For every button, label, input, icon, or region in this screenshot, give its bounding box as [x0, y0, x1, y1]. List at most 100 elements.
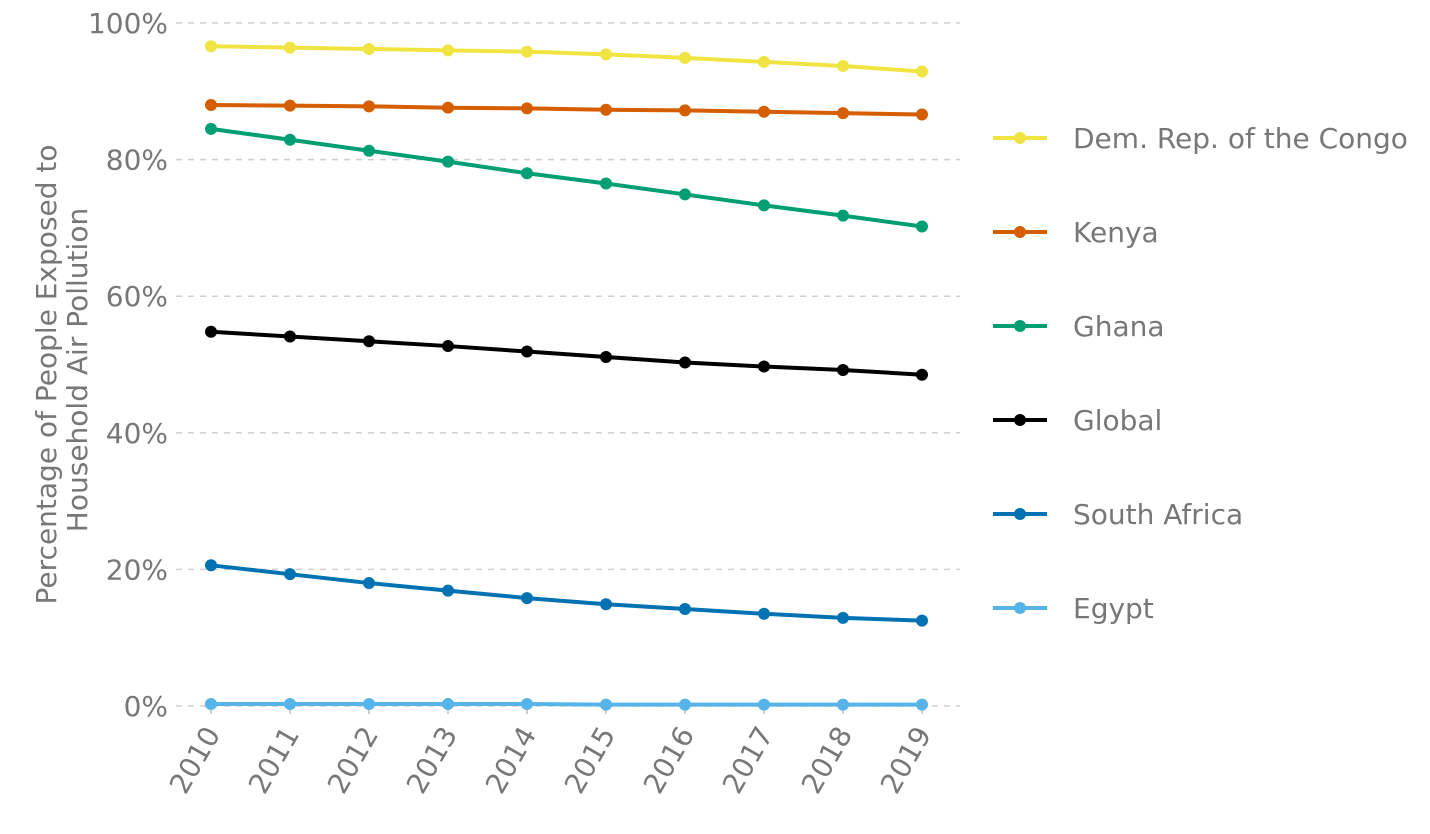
- y-axis-title-line-2: Household Air Pollution: [61, 208, 94, 532]
- data-point: [758, 199, 770, 212]
- series-line: [209, 701, 924, 707]
- y-tick-label: 20%: [106, 553, 168, 586]
- data-point: [758, 55, 770, 68]
- data-point: [916, 65, 928, 78]
- legend-item: Kenya: [993, 216, 1159, 249]
- x-tick-label: 2010: [163, 721, 227, 799]
- y-tick-label: 60%: [106, 280, 168, 313]
- data-point: [205, 325, 217, 338]
- data-point: [600, 48, 612, 61]
- data-point: [679, 603, 691, 616]
- legend-label: Egypt: [1073, 592, 1154, 625]
- legend-label: South Africa: [1073, 498, 1243, 531]
- series-line: [209, 563, 924, 623]
- legend-label: Global: [1073, 404, 1162, 437]
- data-point: [600, 177, 612, 190]
- data-point: [363, 100, 375, 113]
- y-tick-label: 0%: [124, 690, 168, 723]
- series-group: [205, 559, 928, 627]
- data-point: [205, 122, 217, 135]
- y-tick-label: 40%: [106, 417, 168, 450]
- series-line: [209, 102, 924, 117]
- x-tick-label: 2015: [558, 721, 622, 799]
- data-point: [442, 340, 454, 353]
- data-point: [600, 103, 612, 116]
- data-point: [758, 360, 770, 373]
- x-tick-label: 2013: [400, 721, 464, 799]
- x-axis-tick-labels: 2010 2011 2012 2013 2014 2015 2016 2017 2018 2019: [163, 706, 938, 799]
- data-point: [284, 133, 296, 146]
- x-tick-label: 2014: [479, 721, 543, 799]
- legend-swatch-marker: [1014, 320, 1026, 332]
- x-tick-label: 2012: [321, 721, 385, 799]
- legend-swatch-marker: [1014, 508, 1026, 520]
- data-point: [916, 614, 928, 627]
- data-point: [284, 99, 296, 112]
- x-tick-label: 2016: [637, 721, 701, 799]
- data-point: [521, 167, 533, 180]
- data-point: [916, 108, 928, 121]
- data-point: [758, 607, 770, 620]
- series-group: [205, 325, 928, 381]
- legend-label: Kenya: [1073, 216, 1159, 249]
- data-point: [205, 98, 217, 111]
- data-point: [442, 44, 454, 57]
- data-point: [916, 368, 928, 381]
- data-point: [363, 42, 375, 55]
- data-point: [521, 45, 533, 58]
- data-point: [837, 611, 849, 624]
- data-point: [363, 144, 375, 157]
- series-line: [209, 126, 924, 229]
- data-point: [916, 698, 928, 711]
- data-point: [363, 335, 375, 348]
- data-point: [837, 107, 849, 120]
- y-tick-label: 80%: [106, 144, 168, 177]
- series-group: [205, 40, 928, 78]
- y-axis-title: Percentage of People Exposed to Househol…: [30, 136, 94, 605]
- series-line: [209, 44, 924, 74]
- data-point: [837, 363, 849, 376]
- data-point: [284, 568, 296, 581]
- data-point: [442, 697, 454, 710]
- x-tick-label: 2019: [874, 721, 938, 799]
- legend-item: Ghana: [993, 310, 1165, 343]
- data-point: [284, 330, 296, 343]
- y-axis-tick-labels: 0% 20% 40% 60% 80% 100%: [88, 7, 168, 723]
- series-line: [209, 329, 924, 377]
- data-point: [442, 101, 454, 114]
- legend-swatch-marker: [1014, 132, 1026, 144]
- legend-item: South Africa: [993, 498, 1243, 531]
- data-point: [521, 697, 533, 710]
- data-point: [758, 105, 770, 118]
- data-point: [521, 102, 533, 115]
- legend-item: Egypt: [993, 592, 1154, 625]
- legend-item: Global: [993, 404, 1162, 437]
- data-point: [679, 698, 691, 711]
- legend: Dem. Rep. of the Congo Kenya Ghana Global So…: [993, 122, 1408, 625]
- data-point: [205, 40, 217, 53]
- data-point: [600, 350, 612, 363]
- legend-swatch-marker: [1014, 602, 1026, 614]
- data-point: [837, 60, 849, 73]
- y-axis-title-line-1: Percentage of People Exposed to: [30, 144, 63, 604]
- x-tick-label: 2017: [716, 721, 780, 799]
- series-group: [205, 98, 928, 121]
- data-point: [600, 698, 612, 711]
- legend-label: Ghana: [1073, 310, 1165, 343]
- data-point: [442, 584, 454, 597]
- legend-item: Dem. Rep. of the Congo: [993, 122, 1408, 155]
- legend-swatch-marker: [1014, 226, 1026, 238]
- data-point: [521, 592, 533, 605]
- data-point: [600, 598, 612, 611]
- data-point: [205, 559, 217, 572]
- x-tick-label: 2011: [242, 721, 306, 799]
- x-tick-label: 2018: [795, 721, 859, 799]
- series-group: [205, 697, 928, 711]
- data-point: [837, 698, 849, 711]
- data-point: [363, 577, 375, 590]
- data-point: [916, 220, 928, 233]
- series-layer: [205, 40, 928, 711]
- series-group: [205, 122, 928, 233]
- legend-label: Dem. Rep. of the Congo: [1073, 122, 1408, 155]
